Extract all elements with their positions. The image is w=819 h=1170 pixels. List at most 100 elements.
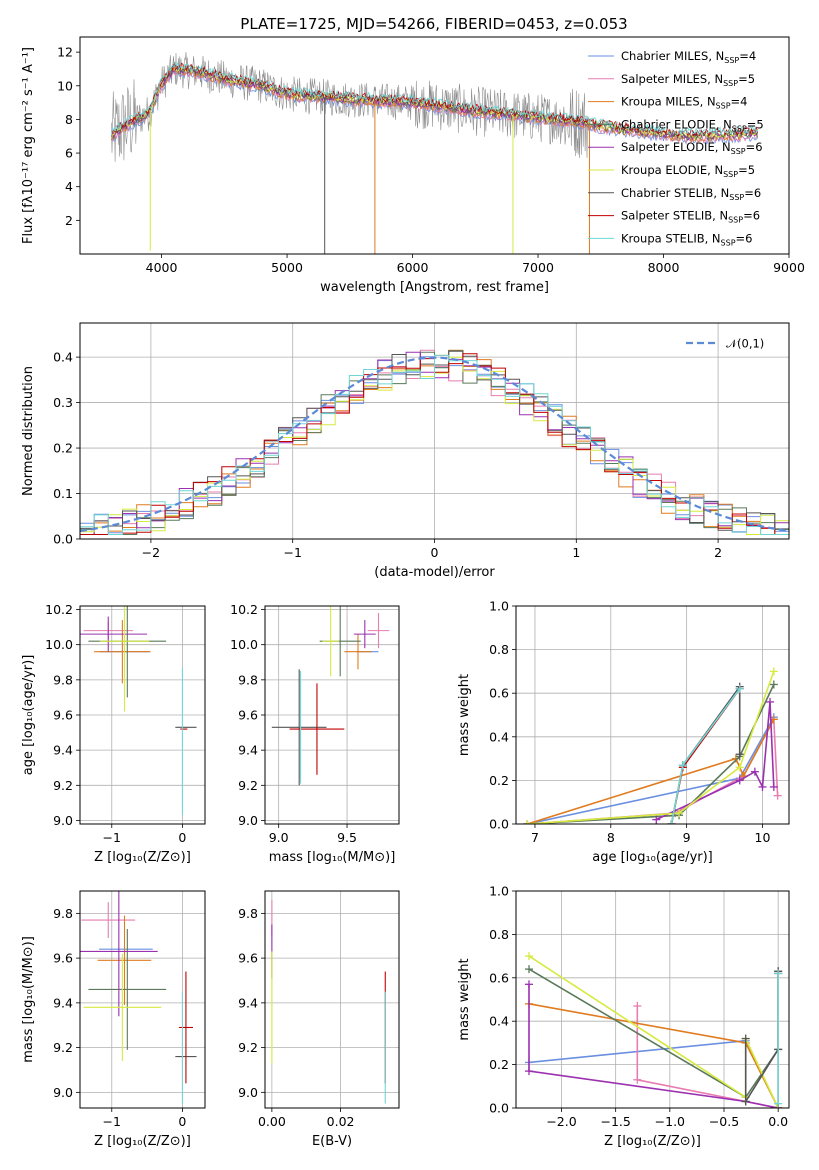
x-tick-label: 2 [714, 545, 722, 560]
ticks: 9.0 9.5 9.0 9.2 9.4 9.6 9.8 10.0 10.2 [230, 602, 357, 845]
errorbar-point [289, 683, 345, 775]
weight-marker [525, 965, 533, 974]
weight-marker [769, 680, 778, 689]
y-tick-label: 9.2 [238, 1040, 258, 1055]
y-tick-label: 0.1 [53, 486, 73, 501]
weight-marker [750, 767, 759, 776]
weight-line [744, 971, 780, 1105]
plots: 4000 5000 6000 7000 8000 900024681012waveleng… [21, 36, 805, 1149]
x-tick-label: 10 [755, 830, 771, 845]
residual-legend: 𝒩(0,1) [686, 337, 764, 351]
weight-marker [741, 1097, 750, 1106]
weight-line [527, 719, 775, 824]
panel-mass-vs-metallicity: −1 0 9.0 9.2 9.4 9.6 9.8 Z [log₁₀(Z/Z⊙)] mass [l… [21, 890, 206, 1149]
y-tick-label: 9.8 [53, 672, 73, 687]
legend-entry: Salpeter MILES, NSSP=5 [621, 72, 755, 88]
grid [265, 606, 399, 824]
weight-line [670, 688, 741, 824]
x-tick-label: 7 [531, 830, 539, 845]
x-tick-label: 0.0 [768, 1114, 788, 1129]
y-tick-label: 0.8 [489, 642, 509, 657]
histogram-step-line [80, 354, 789, 535]
y-tick-label: 10.0 [45, 637, 73, 652]
weight-marker [523, 820, 532, 824]
x-tick-label: −2 [142, 545, 160, 560]
ticks: −2.0 −1.5 −1.0 −0.5 0.0 0.0 0.2 0.4 0.6 0.8 1.0 [489, 884, 788, 1130]
weight-line [670, 684, 741, 824]
figure-title: PLATE=1725, MJD=54266, FIBERID=0453, z=0… [240, 15, 627, 33]
y-tick-label: 0.0 [489, 817, 509, 832]
y-tick-label: 0.8 [489, 927, 509, 942]
y-axis-label: age [log₁₀(age/yr)] [21, 655, 36, 776]
weight-line [655, 701, 775, 821]
errorbar-point [353, 620, 376, 649]
weight-line [527, 716, 775, 824]
errorbar-point [83, 953, 162, 1062]
errorbar-point [94, 620, 151, 684]
weight-line [528, 1039, 779, 1108]
y-tick-label: 9.8 [238, 906, 258, 921]
plot-area [523, 667, 782, 824]
y-tick-label: 0.2 [489, 773, 509, 788]
weight-marker [773, 791, 782, 800]
y-tick-label: 9.6 [238, 708, 258, 723]
y-tick-label: 9.2 [53, 1040, 73, 1055]
legend-entry: Chabrier ELODIE, NSSP=5 [621, 117, 764, 133]
x-tick-label: 0 [431, 545, 439, 560]
ticks: 4000 5000 6000 7000 8000 9000 2 4 6 8 10 12 [57, 45, 805, 275]
weight-line [528, 1003, 779, 1108]
panel-age-vs-mass: 9.0 9.5 9.0 9.2 9.4 9.6 9.8 10.0 10.2 mass [log₁₀… [230, 602, 400, 865]
weight-marker [667, 820, 676, 824]
ticks: −1 0 9.0 9.2 9.4 9.6 9.8 10.0 10.2 [45, 602, 186, 845]
x-tick-label: 7000 [522, 260, 554, 275]
y-tick-label: 0.4 [489, 729, 509, 744]
y-tick-label: 0.0 [53, 532, 73, 547]
axes-frame [79, 36, 790, 255]
errorbar-point [271, 669, 327, 786]
weight-marker [758, 782, 767, 791]
plot-area [80, 606, 197, 816]
spectrum-model-line [111, 62, 758, 138]
y-tick-label: 9.4 [53, 743, 73, 758]
weight-marker [525, 952, 533, 961]
y-tick-label: 10 [57, 78, 73, 93]
errorbar-point [322, 606, 339, 677]
x-axis-label: Z [log₁₀(Z/Z⊙)] [94, 1134, 191, 1149]
y-tick-label: 9.2 [238, 778, 258, 793]
y-tick-label: 9.6 [53, 708, 73, 723]
panel-mass-weight-vs-metallicity: −2.0 −1.5 −1.0 −0.5 0.0 0.0 0.2 0.4 0.6 0.8 1.0 Z [… [457, 884, 790, 1149]
axes-frame [264, 890, 400, 1109]
x-tick-label: 0 [178, 1114, 186, 1129]
legend-entry: Salpeter ELODIE, NSSP=6 [621, 140, 763, 156]
y-tick-label: 6 [65, 146, 73, 161]
weight-marker [675, 809, 684, 818]
x-tick-label: 8 [607, 830, 615, 845]
panel-residual-distribution: −2 −1 0 1 2 0.0 0.1 0.2 0.3 0.4 (data-model)/error… [21, 322, 790, 580]
weight-marker [774, 969, 783, 978]
y-tick-label: 9.0 [53, 813, 73, 828]
y-axis-label: Normed distribution [21, 366, 36, 496]
x-axis-label: Z [log₁₀(Z/Z⊙)] [604, 1134, 701, 1149]
plot-area [80, 349, 789, 535]
axes-frame [515, 605, 790, 825]
histogram-step-line [80, 353, 789, 535]
panel-spectrum: 4000 5000 6000 7000 8000 9000 2 4 6 8 10 12 waveleng… [21, 36, 805, 295]
y-tick-label: 9.0 [238, 813, 258, 828]
legend-entry: Kroupa ELODIE, NSSP=5 [621, 163, 755, 179]
y-tick-label: 1.0 [489, 884, 509, 899]
ticks: 0.00 0.02 9.0 9.2 9.4 9.6 9.8 [238, 906, 354, 1129]
errorbar-point [97, 915, 152, 1006]
weight-line [528, 984, 779, 1108]
legend-entry: 𝒩(0,1) [726, 337, 764, 351]
axes-frame [79, 322, 790, 540]
x-tick-label: 5000 [271, 260, 303, 275]
x-tick-label: 1 [572, 545, 580, 560]
ticks: −2 −1 0 1 2 0.0 0.1 0.2 0.3 0.4 [53, 350, 722, 560]
panel-age-vs-metallicity: −1 0 9.0 9.2 9.4 9.6 9.8 10.0 10.2 Z [log₁₀(Z/Z⊙)… [21, 602, 206, 865]
y-tick-label: 4 [65, 179, 73, 194]
x-tick-label: 9.0 [269, 830, 289, 845]
plot-area [80, 891, 197, 1104]
axes-frame [79, 890, 206, 1109]
x-axis-label: age [log₁₀(age/yr)] [592, 850, 713, 865]
